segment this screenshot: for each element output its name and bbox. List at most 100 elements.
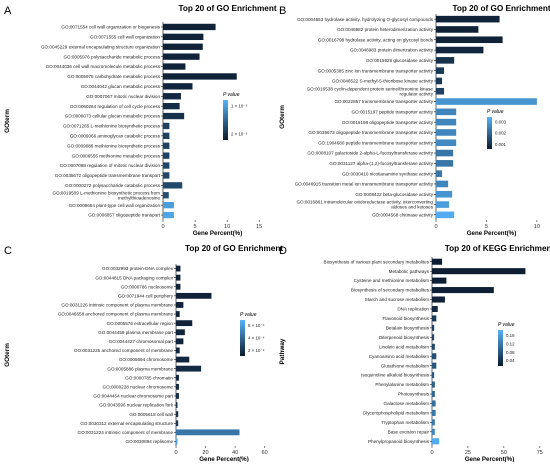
bar xyxy=(176,283,181,290)
category-label: GO:0030312 external encapsulating struct… xyxy=(80,421,173,426)
bar xyxy=(432,400,436,407)
category-label: GO:0046658 anchored component of plasma … xyxy=(58,312,174,317)
category-label: GO:0071554 cell wall organization or bio… xyxy=(61,25,160,30)
bar xyxy=(163,83,193,90)
bar xyxy=(432,362,437,369)
bar xyxy=(432,409,436,416)
legend-label: 0.04 xyxy=(506,358,515,363)
x-tick-label: 20 xyxy=(202,450,208,456)
category-label: GO:0005618 cell wall xyxy=(129,412,173,417)
category-label: GO:0000785 chromatin xyxy=(125,375,173,380)
category-label: GO:0015926 glucosidase activity xyxy=(366,58,434,63)
category-label: Glycerophospholipid metabolism xyxy=(363,411,430,416)
bar xyxy=(176,356,190,363)
y-axis-label: GOterm xyxy=(279,105,286,129)
category-label: GO:0000786 nucleosome xyxy=(121,284,174,289)
bar xyxy=(432,343,435,350)
bar xyxy=(436,139,457,147)
x-tick-label: 0 xyxy=(174,450,177,456)
bar xyxy=(436,26,479,33)
category-label: GO:0005385 zinc ion transmembrane transp… xyxy=(318,68,434,73)
bar xyxy=(436,201,450,208)
category-label: GO:0004553 hydrolase activity, hydrolyzi… xyxy=(297,17,434,22)
bar xyxy=(436,118,457,126)
category-label: GO:1904680 peptide transmembrane transpo… xyxy=(318,140,434,145)
bar xyxy=(163,43,203,50)
category-label: Tryptophan metabolism xyxy=(381,420,429,425)
bar xyxy=(163,201,174,209)
category-label: Phenylpropanoid biosynthesis xyxy=(368,439,430,444)
bar xyxy=(176,292,212,299)
bar xyxy=(176,347,180,354)
category-label: GO:0046522 S-methyl-5-thioribose kinase … xyxy=(332,79,434,84)
category-label: GO:0043596 nuclear replication fork xyxy=(99,403,174,408)
bar xyxy=(176,302,184,308)
category-label-line: regulator activity xyxy=(400,91,434,96)
bar xyxy=(176,274,181,281)
bar xyxy=(432,419,435,426)
bar xyxy=(163,63,186,70)
panel-d: D Top 20 of KEGG Enrichment Biosynthesis o… xyxy=(279,244,550,463)
category-label: Linoleic acid metabolism xyxy=(379,344,429,349)
bar xyxy=(436,170,443,177)
bar xyxy=(432,305,438,312)
category-label: GO:0004568 chitinase activity xyxy=(372,212,434,217)
bar xyxy=(163,162,170,169)
category-label: GO:0016798 hydrolase activity, acting on… xyxy=(318,37,434,42)
x-axis-label: Gene Percent(%) xyxy=(465,456,515,462)
panel-letter: A xyxy=(4,5,12,17)
category-label: GO:0005886 plasma membrane xyxy=(107,366,173,371)
x-tick-label: 0 xyxy=(161,224,164,230)
bar xyxy=(432,315,437,322)
category-label: GO:0005576 extracellular region xyxy=(107,321,174,326)
bar xyxy=(163,211,174,219)
category-label: Galactose metabolism xyxy=(384,401,430,406)
bar xyxy=(432,334,435,341)
chart-title: Top 20 of GO Enrichment xyxy=(185,244,283,253)
legend-title: P value xyxy=(223,92,240,98)
bar xyxy=(176,329,185,336)
category-label: GO:0044036 cell wall macromolecule metab… xyxy=(46,64,161,69)
colorbar xyxy=(223,100,228,140)
bar xyxy=(436,149,454,157)
bar xyxy=(432,428,435,435)
category-label: GO:0030894 replisome xyxy=(126,439,174,444)
category-label: GO:0007088 regulation of mitotic nuclear… xyxy=(60,163,161,168)
bar xyxy=(176,393,179,399)
y-axis-label: GOterm xyxy=(4,343,11,367)
category-label: Diterpenoid biosynthesis xyxy=(379,335,430,340)
x-tick-label: 0 xyxy=(434,224,437,230)
category-label: GO:0015198 oligopeptide transporter acti… xyxy=(342,120,434,125)
bar xyxy=(163,93,181,100)
category-label: GO:0071944 cell periphery xyxy=(118,293,174,298)
bar xyxy=(163,53,200,60)
x-tick-label: 5 xyxy=(485,224,488,230)
category-label: GO:0000228 nuclear chromosome xyxy=(103,384,174,389)
bar xyxy=(163,122,170,130)
legend-title-text: P value xyxy=(240,312,257,318)
x-axis-label: Gene Percent(%) xyxy=(193,230,243,237)
bar xyxy=(163,73,237,80)
category-label: GO:0071265 L-methionine biosynthetic pro… xyxy=(63,124,161,129)
category-label: Metabolic pathways xyxy=(389,269,430,274)
bar xyxy=(163,132,170,140)
colorbar xyxy=(487,117,492,149)
category-label-line: GO:0019509 L-methionine biosynthetic pro… xyxy=(52,190,160,195)
category-label: GO:0008107 galactoside 2-alpha-L-fucosyl… xyxy=(307,151,433,156)
category-label: GO:0035673 oligopeptide transmembrane tr… xyxy=(308,130,433,135)
pvalue-legend: P value 1 × 10⁻⁵ 2 × 10⁻⁵ xyxy=(223,92,248,140)
category-label: GO:0000272 polysaccharide catabolic proc… xyxy=(65,183,161,188)
x-axis-label: Gene Percent(%) xyxy=(199,456,249,462)
x-tick-label: 10 xyxy=(534,224,540,230)
x-tick-label: 5 xyxy=(193,224,196,230)
category-label: Flavonoid biosynthesis xyxy=(383,316,430,321)
y-axis-label: Pathway xyxy=(279,338,286,364)
category-label: Phenylalanine metabolism xyxy=(375,382,429,387)
bar xyxy=(176,420,179,427)
panel-letter: C xyxy=(4,245,12,257)
bar xyxy=(436,108,457,116)
legend-label: 0.16 xyxy=(506,333,515,338)
bar xyxy=(436,87,445,95)
